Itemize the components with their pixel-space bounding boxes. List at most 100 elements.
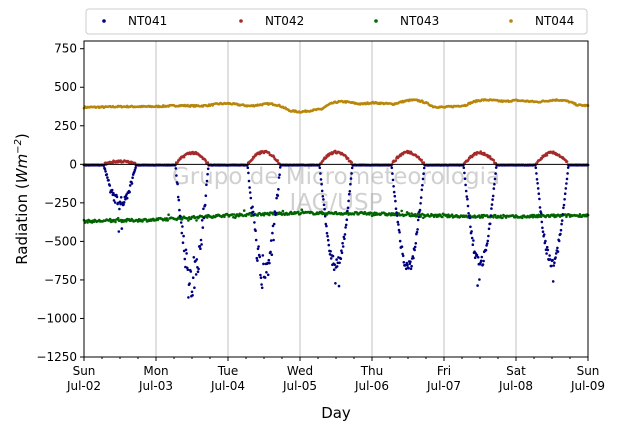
nt042-point bbox=[422, 161, 426, 164]
nt041-point bbox=[275, 196, 278, 200]
nt041-point bbox=[417, 215, 421, 219]
nt041-point bbox=[421, 183, 424, 187]
nt041-point bbox=[405, 261, 409, 265]
nt041-point bbox=[536, 187, 540, 190]
nt042-point bbox=[488, 155, 492, 158]
nt042-point bbox=[350, 161, 354, 164]
nt041-point bbox=[471, 243, 475, 246]
y-tick-label: 500 bbox=[54, 80, 77, 94]
nt041-point bbox=[276, 194, 280, 197]
nt041-point bbox=[119, 202, 122, 206]
nt043-point bbox=[501, 216, 504, 220]
nt041-point bbox=[390, 166, 394, 170]
nt041-point bbox=[421, 177, 425, 181]
nt043-point bbox=[167, 213, 170, 216]
nt041-point bbox=[410, 264, 413, 268]
nt041-point bbox=[553, 261, 556, 265]
nt041-point bbox=[259, 273, 262, 277]
nt041-point bbox=[349, 182, 352, 186]
nt041-point bbox=[110, 188, 114, 192]
nt041-point bbox=[185, 252, 188, 255]
nt041-point bbox=[256, 247, 260, 251]
nt041-point bbox=[492, 187, 496, 190]
nt041-point bbox=[179, 221, 183, 224]
nt041-point bbox=[319, 172, 322, 175]
nt041-point bbox=[112, 199, 116, 202]
nt041-point bbox=[349, 177, 353, 180]
y-tick-label: 0 bbox=[69, 157, 77, 171]
nt042-point bbox=[394, 159, 398, 162]
nt043-point bbox=[492, 216, 495, 219]
x-axis-title: Day bbox=[321, 404, 351, 422]
nt041-point bbox=[395, 211, 398, 214]
y-axis-title-exponent: −2 bbox=[13, 139, 24, 154]
y-tick-label: −1000 bbox=[36, 311, 77, 325]
nt041-point bbox=[542, 233, 546, 236]
nt041-point bbox=[322, 198, 325, 201]
nt041-point bbox=[104, 170, 107, 173]
nt041-point bbox=[324, 222, 328, 226]
nt041-point bbox=[485, 242, 489, 245]
y-tick-label: −750 bbox=[44, 273, 77, 287]
nt041-point bbox=[479, 259, 483, 263]
nt041-point bbox=[272, 238, 275, 242]
nt041-point bbox=[409, 260, 412, 264]
nt043-point bbox=[187, 219, 190, 222]
nt041-point bbox=[414, 242, 418, 245]
nt041-point bbox=[401, 254, 405, 258]
nt043-point bbox=[195, 219, 198, 222]
nt041-point bbox=[559, 232, 562, 236]
nt041-point bbox=[118, 200, 122, 204]
nt041-point bbox=[333, 263, 337, 267]
nt042-point bbox=[346, 157, 350, 160]
nt043-point bbox=[281, 209, 285, 213]
nt043-point bbox=[233, 213, 236, 216]
nt041-point bbox=[190, 290, 194, 294]
nt041-point bbox=[103, 167, 107, 171]
nt041-point bbox=[391, 172, 394, 175]
nt041-point bbox=[350, 166, 354, 170]
nt041-point bbox=[120, 227, 124, 230]
nt041-point bbox=[323, 214, 327, 218]
nt041-point bbox=[466, 204, 470, 208]
nt041-point bbox=[464, 183, 467, 187]
x-tick-label: Wed bbox=[287, 364, 313, 378]
nt041-point bbox=[184, 248, 188, 252]
nt041-point bbox=[181, 225, 184, 228]
nt041-point bbox=[472, 239, 475, 242]
nt041-point bbox=[404, 263, 407, 267]
nt041-point bbox=[258, 255, 262, 259]
nt041-point bbox=[491, 194, 495, 198]
nt041-point bbox=[416, 228, 419, 231]
nt041-point bbox=[535, 172, 538, 175]
nt041-point bbox=[246, 166, 250, 169]
nt041-point bbox=[322, 203, 326, 207]
nt041-point bbox=[538, 197, 541, 201]
nt041-point bbox=[539, 212, 543, 215]
nt041-point bbox=[541, 230, 545, 233]
nt041-point bbox=[534, 166, 538, 170]
nt043-point bbox=[116, 216, 120, 220]
nt041-point bbox=[326, 238, 330, 242]
nt041-point bbox=[565, 177, 569, 181]
nt041-point bbox=[491, 198, 494, 201]
nt043-point bbox=[320, 210, 323, 214]
x-tick-label: Mon bbox=[143, 364, 168, 378]
x-tick-date: Jul-07 bbox=[426, 379, 461, 393]
nt041-point bbox=[469, 225, 472, 229]
nt041-point bbox=[397, 223, 400, 226]
nt041-point bbox=[274, 211, 278, 215]
nt041-point bbox=[473, 256, 477, 260]
nt043-point bbox=[268, 213, 271, 217]
nt041-point bbox=[267, 258, 271, 262]
nt041-point bbox=[343, 237, 346, 241]
legend-label-nt041: NT041 bbox=[128, 14, 167, 28]
x-tick-date: Jul-05 bbox=[282, 379, 317, 393]
nt041-point bbox=[409, 267, 413, 271]
nt041-point bbox=[201, 226, 205, 229]
nt041-point bbox=[536, 182, 539, 185]
nt041-point bbox=[259, 276, 263, 280]
nt041-point bbox=[269, 239, 273, 242]
nt041-point bbox=[255, 256, 259, 260]
nt041-point bbox=[203, 203, 207, 207]
